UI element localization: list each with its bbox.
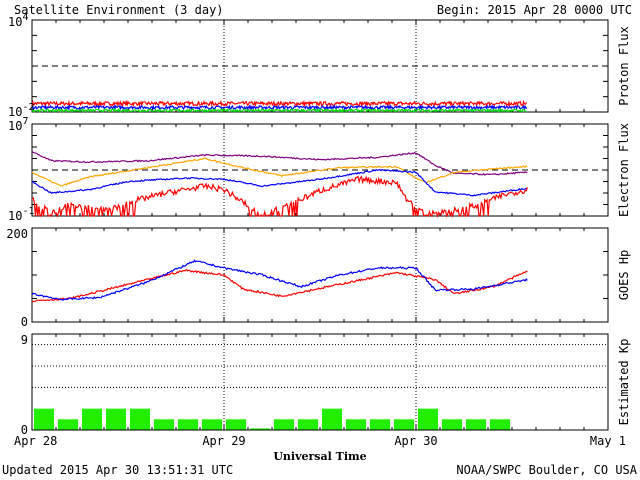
kp-bar bbox=[489, 419, 511, 430]
kp-bar bbox=[441, 419, 463, 430]
kp-bar bbox=[153, 419, 175, 430]
electron-series-1 bbox=[31, 157, 528, 187]
kp-bar bbox=[105, 408, 127, 430]
x-tick-label: Apr 30 bbox=[394, 434, 437, 448]
kp-bar bbox=[465, 419, 487, 430]
y-tick-label: 0 bbox=[21, 315, 28, 329]
panel-proton: 104 10-2 Proton Flux bbox=[8, 12, 631, 119]
kp-bar bbox=[249, 428, 271, 430]
electron-series-2 bbox=[31, 168, 528, 197]
y-tick-label: 10-2 bbox=[8, 102, 35, 119]
kp-bar bbox=[177, 419, 199, 430]
x-axis: Apr 28 Apr 29 Apr 30 May 1 bbox=[14, 434, 626, 448]
x-tick-label: Apr 28 bbox=[14, 434, 57, 448]
hp-series-0 bbox=[31, 268, 528, 303]
kp-bar bbox=[33, 408, 55, 430]
electron-series-3 bbox=[31, 175, 528, 219]
credit: NOAA/SWPC Boulder, CO USA bbox=[456, 463, 637, 477]
kp-bar bbox=[273, 419, 295, 430]
kp-bar bbox=[225, 419, 247, 430]
kp-bar bbox=[345, 419, 367, 430]
kp-bar bbox=[369, 419, 391, 430]
panel-kp: 9 0 Estimated Kp bbox=[21, 333, 631, 437]
kp-bar bbox=[393, 419, 415, 430]
kp-bar bbox=[129, 408, 151, 430]
kp-bar bbox=[201, 419, 223, 430]
x-tick-label: Apr 29 bbox=[202, 434, 245, 448]
panel-hp: 200 0 GOES Hp bbox=[6, 227, 631, 329]
begin-time: Begin: 2015 Apr 28 0000 UTC bbox=[437, 3, 632, 17]
kp-bar bbox=[321, 408, 343, 430]
x-tick-label: May 1 bbox=[590, 434, 626, 448]
y-tick-label: 200 bbox=[6, 227, 28, 241]
y-tick-label: 0 bbox=[21, 423, 28, 437]
y-axis-label: Electron Flux bbox=[617, 123, 631, 217]
electron-series-0 bbox=[31, 150, 528, 176]
kp-bar bbox=[417, 408, 439, 430]
y-tick-label: 9 bbox=[21, 333, 28, 347]
updated-time: Updated 2015 Apr 30 13:51:31 UTC bbox=[2, 463, 233, 477]
panel-frame bbox=[31, 19, 609, 113]
panel-electron: 107 10-1 Electron Flux bbox=[8, 116, 631, 223]
x-axis-label: Universal Time bbox=[273, 450, 366, 463]
proton-series-1 bbox=[31, 103, 528, 112]
y-tick-label: 107 bbox=[8, 116, 28, 133]
kp-bar bbox=[81, 408, 103, 430]
chart-title: Satellite Environment (3 day) bbox=[14, 3, 224, 17]
y-axis-label: Proton Flux bbox=[617, 26, 631, 105]
y-tick-label: 104 bbox=[8, 12, 28, 29]
kp-bar bbox=[57, 419, 79, 430]
hp-series-1 bbox=[31, 259, 528, 301]
proton-series-2 bbox=[31, 107, 527, 114]
y-tick-label: 10-1 bbox=[8, 206, 35, 223]
y-axis-label: Estimated Kp bbox=[617, 339, 631, 426]
kp-bar bbox=[297, 419, 319, 430]
y-axis-label: GOES Hp bbox=[617, 250, 631, 301]
proton-series-0 bbox=[31, 99, 528, 108]
panel-frame bbox=[31, 227, 609, 323]
